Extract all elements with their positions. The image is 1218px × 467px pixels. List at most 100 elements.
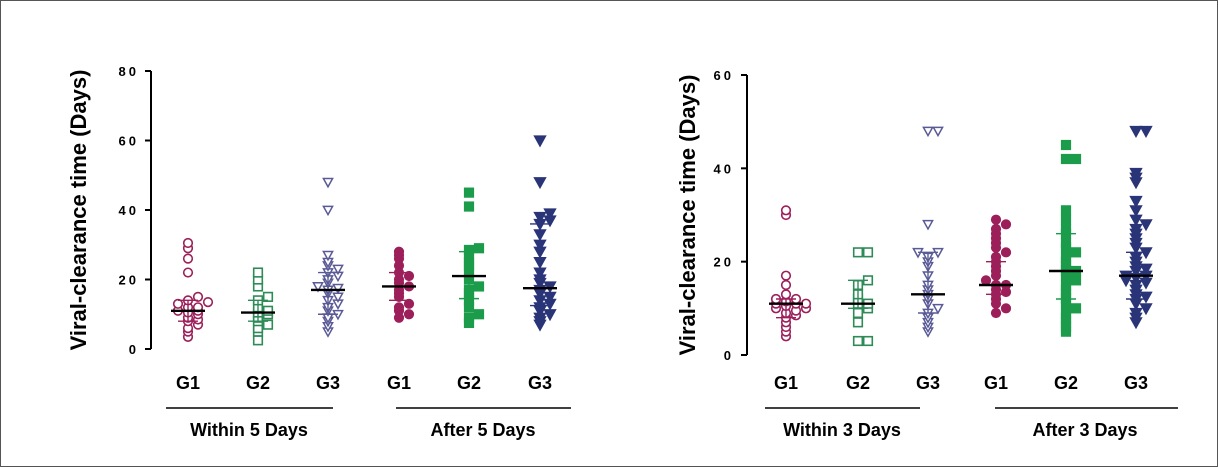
series-6 (523, 135, 557, 332)
data-point (1000, 247, 1012, 258)
data-point (262, 291, 274, 302)
group-label: After 3 Days (1032, 420, 1137, 440)
data-point (780, 205, 792, 216)
data-point (1070, 247, 1082, 258)
data-point (862, 247, 874, 258)
data-point (1060, 223, 1072, 235)
data-point (780, 279, 792, 291)
data-point (182, 237, 194, 249)
data-point (922, 126, 934, 138)
data-point (1139, 303, 1153, 316)
series-2 (241, 267, 275, 346)
data-point (990, 251, 1002, 263)
x-tick-label: G2 (1054, 373, 1078, 393)
data-point (473, 243, 485, 254)
data-point (990, 223, 1002, 235)
y-tick-label: 40 (119, 203, 139, 218)
data-point (332, 264, 344, 276)
x-tick-label: G2 (246, 373, 270, 393)
data-point (922, 219, 934, 231)
data-point (1060, 139, 1072, 151)
data-point (473, 281, 485, 292)
data-point (1139, 291, 1153, 304)
data-point (322, 250, 334, 262)
x-tick-label: G1 (984, 373, 1008, 393)
data-point (533, 135, 547, 148)
data-point (463, 187, 475, 198)
x-tick-label: G1 (774, 373, 798, 393)
chart-right: 0 20 40 60 Viral-clearance time (Days) G1 G2 G3… (675, 68, 1178, 440)
series-4 (382, 246, 416, 323)
x-tick-label: G1 (387, 373, 411, 393)
data-point (192, 291, 204, 302)
data-point (1070, 153, 1082, 165)
x-tick-label: G3 (528, 373, 552, 393)
data-point (932, 126, 944, 138)
data-point (1139, 125, 1153, 138)
series-6 (1119, 125, 1153, 330)
data-point (332, 283, 344, 295)
x-tick-label: G2 (846, 373, 870, 393)
series-1 (171, 237, 214, 342)
data-point (980, 275, 992, 286)
data-point (543, 208, 557, 221)
data-point (182, 267, 194, 278)
data-point (312, 282, 324, 293)
series-3 (311, 177, 345, 338)
data-point (172, 298, 184, 309)
y-tick-label: 80 (119, 64, 139, 79)
data-point (1060, 307, 1072, 319)
data-point (202, 296, 214, 308)
y-tick-label: 0 (724, 348, 734, 363)
data-point (543, 309, 557, 322)
data-point (322, 205, 334, 217)
y-tick-label: 20 (714, 255, 734, 270)
data-point (932, 303, 944, 315)
data-point (403, 309, 415, 320)
data-point (862, 335, 874, 347)
series-4 (979, 214, 1013, 319)
data-point (852, 307, 864, 319)
data-point (780, 289, 792, 300)
x-tick-label: G2 (457, 373, 481, 393)
series-3 (911, 126, 945, 338)
data-point (852, 317, 864, 328)
y-tick-label: 40 (714, 161, 734, 176)
data-point (1060, 205, 1072, 216)
data-point (403, 270, 415, 282)
y-axis-label: Viral-clearance time (Days) (675, 75, 700, 356)
x-tick-label: G3 (316, 373, 340, 393)
series-5 (452, 187, 486, 329)
y-tick-label: 60 (714, 68, 734, 83)
data-point (780, 270, 792, 281)
y-tick-label: 20 (119, 273, 139, 288)
y-axis-label: Viral-clearance time (Days) (66, 70, 91, 351)
data-point (1060, 214, 1072, 225)
y-tick-label: 60 (119, 134, 139, 149)
series-2 (841, 247, 875, 347)
series-1 (769, 205, 812, 342)
data-point (852, 247, 864, 258)
x-tick-label: G1 (176, 373, 200, 393)
data-point (1000, 303, 1012, 314)
group-label: After 5 Days (430, 420, 535, 440)
group-label: Within 3 Days (783, 420, 901, 440)
y-tick-label: 0 (129, 342, 139, 357)
group-label: Within 5 Days (190, 420, 308, 440)
data-point (1129, 125, 1143, 138)
data-point (393, 302, 405, 313)
data-point (1000, 219, 1012, 230)
data-point (463, 201, 475, 212)
x-tick-label: G3 (916, 373, 940, 393)
data-point (990, 214, 1002, 225)
data-point (182, 253, 194, 264)
data-point (403, 298, 415, 309)
data-point (533, 177, 547, 190)
data-point (990, 307, 1002, 319)
data-point (262, 319, 274, 330)
data-point (1139, 263, 1153, 276)
data-point (1139, 219, 1153, 232)
data-point (322, 177, 334, 189)
x-tick-label: G3 (1124, 373, 1148, 393)
